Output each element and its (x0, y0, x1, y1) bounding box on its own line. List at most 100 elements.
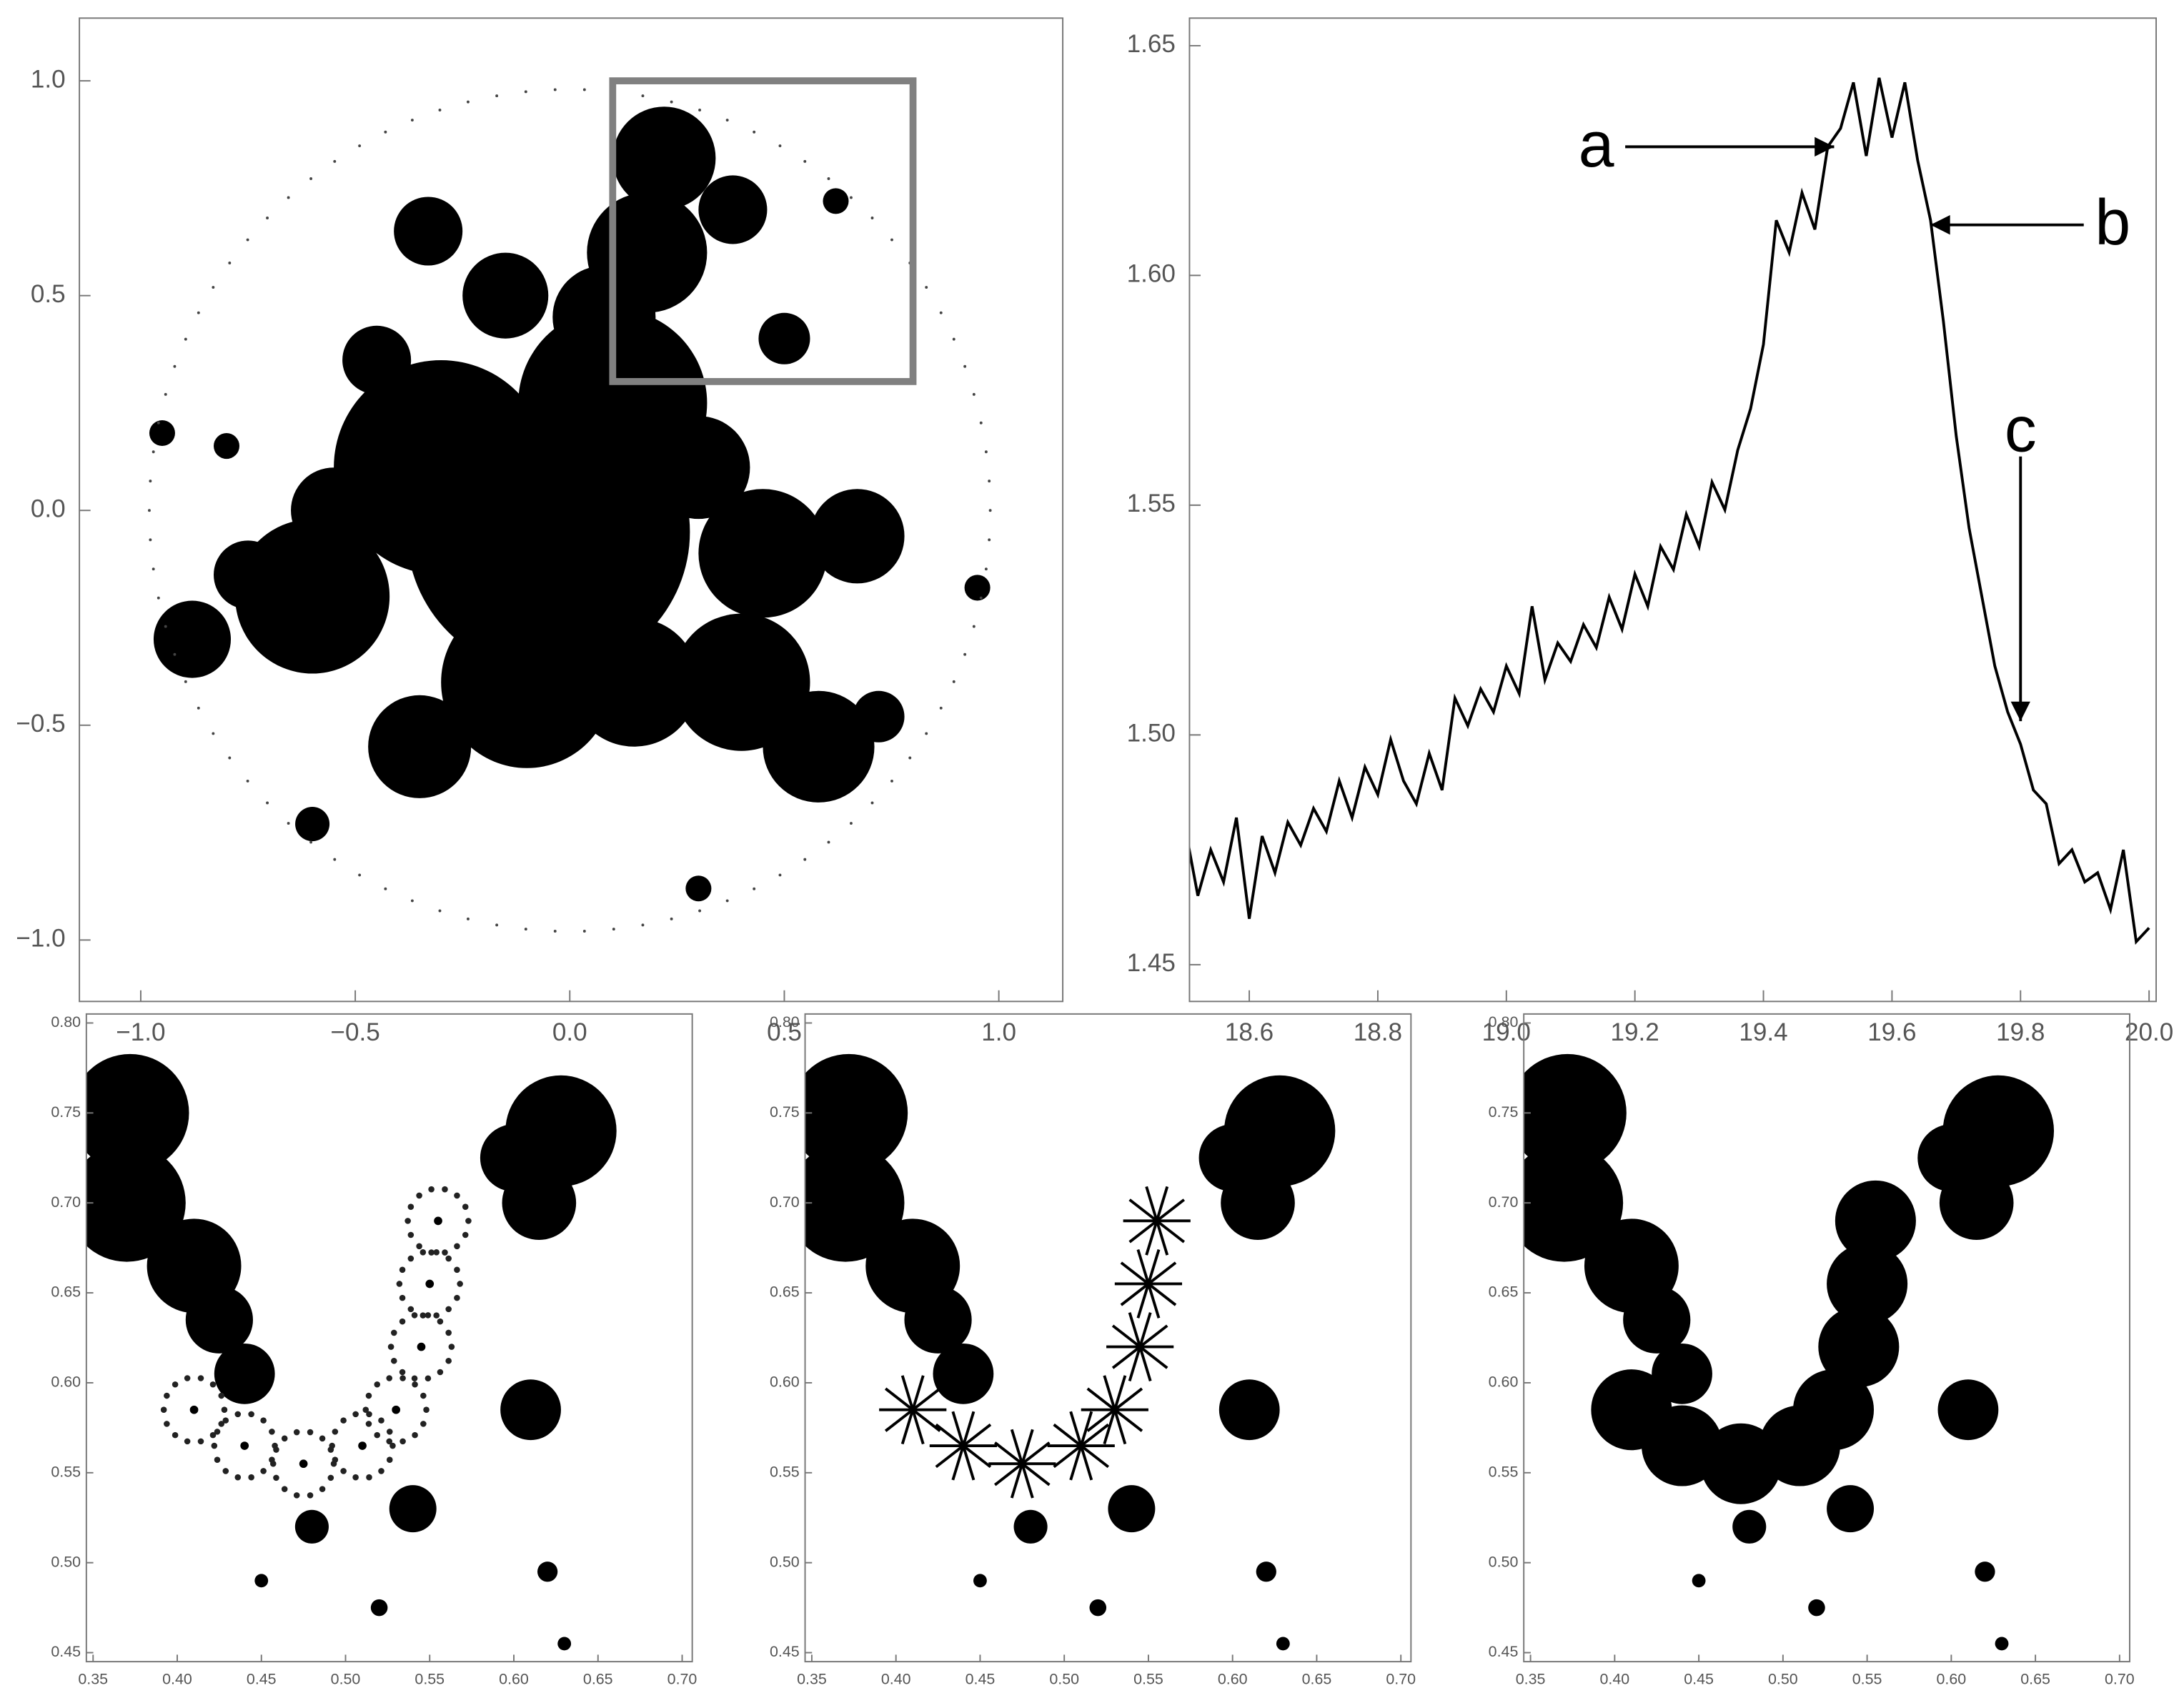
x-tick-label: 0.40 (881, 1670, 911, 1687)
fractal-blob (394, 197, 463, 266)
fractal-blob (214, 1343, 275, 1404)
fractal-dust (753, 887, 756, 890)
fractal-blob (964, 575, 991, 601)
fractal-dust (197, 1438, 204, 1445)
fractal-blob (291, 467, 377, 554)
fractal-dust (173, 364, 177, 368)
fractal-dust (246, 779, 249, 783)
fractal-dust (332, 1456, 339, 1463)
fractal-arm (962, 1411, 976, 1446)
fractal-blob (294, 1509, 329, 1544)
fractal-blob (1652, 1343, 1712, 1404)
fractal-dust (218, 1392, 225, 1399)
fractal-dust (582, 930, 586, 933)
fractal-dust (164, 625, 167, 628)
panel: 0.35 0.40 0.45 0.50 0.55 0.60 0.65 0.70 0.45 0.50… (1489, 1013, 2135, 1687)
fractal-blob (149, 420, 175, 447)
y-tick-label: 0.50 (51, 1553, 81, 1570)
fractal-dust (319, 1486, 326, 1492)
fractal-dust (218, 1421, 225, 1427)
fractal-dust (410, 899, 414, 903)
fractal-dust (952, 337, 955, 341)
fractal-dust (399, 1266, 406, 1274)
fractal-dust (399, 1438, 406, 1445)
fractal-dust (157, 421, 160, 424)
fractal-dust (445, 1329, 452, 1336)
fractal-dust (147, 509, 151, 512)
fractal-dust (184, 337, 187, 341)
fractal-dust (939, 706, 943, 710)
fractal-dust (850, 822, 853, 825)
panel: a b c 18.6 18.8 19.0 19.2 19.4 19.6 19.8 20.0 1.45 1… (1127, 17, 2173, 1046)
fractal-dust (266, 217, 269, 219)
fractal-dust (972, 392, 976, 396)
fractal-dust (412, 1381, 418, 1388)
fractal-dust (972, 625, 976, 628)
y-tick-label: 0.70 (1489, 1193, 1519, 1211)
fractal-dust (309, 840, 313, 844)
fractal-dust (287, 822, 290, 825)
fractal-arm (1128, 1346, 1142, 1382)
y-tick-label: 0.45 (51, 1643, 81, 1660)
y-tick-label: 0.55 (770, 1463, 800, 1480)
fractal-dust (173, 652, 177, 656)
fractal-blob (480, 1124, 548, 1192)
fractal-dust (465, 1218, 472, 1224)
y-tick-label: 0.70 (770, 1193, 800, 1211)
fractal-dust (307, 1492, 314, 1499)
fractal-dust (386, 1438, 393, 1445)
frame (1523, 1013, 2130, 1663)
frame (85, 1013, 693, 1663)
fractal-dust (366, 1474, 372, 1481)
fractal-arm (1069, 1411, 1083, 1446)
fractal-dust (366, 1411, 372, 1418)
fractal-arm (1086, 1387, 1116, 1411)
y-tick-label: 0.75 (1489, 1103, 1519, 1121)
fractal-dust (391, 1329, 397, 1336)
fractal-blob (805, 1053, 908, 1172)
fractal-blob (417, 1342, 426, 1351)
fractal-dust (448, 1344, 455, 1350)
fractal-blob (1732, 1509, 1767, 1544)
x-tick-label: 0.40 (1600, 1670, 1630, 1687)
fractal-blob (425, 1279, 435, 1289)
fractal-arm (884, 1387, 914, 1411)
fractal-dust (399, 1369, 406, 1376)
y-tick-label: −1.0 (16, 925, 65, 953)
fractal-dust (157, 596, 160, 600)
fractal-arm (911, 1375, 925, 1411)
fractal-dust (391, 1357, 397, 1364)
fractal-blob (557, 1637, 572, 1651)
fractal-arm (1111, 1346, 1141, 1369)
fractal-dust (222, 1468, 229, 1474)
fractal-dust (365, 1392, 372, 1399)
fractal-dust (670, 100, 673, 104)
fractal-dust (467, 100, 470, 104)
fractal-dust (384, 130, 387, 134)
y-tick-label: 0.75 (770, 1103, 800, 1121)
fractal-blob (853, 690, 905, 743)
x-tick-label: 0.70 (1386, 1670, 1416, 1687)
fractal-dust (273, 1446, 279, 1453)
x-tick-label: 0.35 (1516, 1670, 1546, 1687)
y-tick-label: 0.50 (770, 1553, 800, 1570)
fractal-dust (641, 923, 645, 927)
fractal-blob (254, 1574, 269, 1588)
y-tick-label: 1.65 (1127, 30, 1176, 58)
fractal-dust (778, 873, 782, 877)
fractal-dust (984, 567, 988, 571)
fractal-blob (685, 875, 712, 902)
fractal-dust (416, 1192, 422, 1199)
y-tick-label: 0.75 (51, 1103, 81, 1121)
fractal-dust (457, 1281, 463, 1287)
fractal-dust (428, 1186, 435, 1193)
fractal-arm (1155, 1186, 1169, 1221)
fractal-blob (1276, 1637, 1290, 1651)
fractal-dust (234, 1411, 242, 1418)
fractal-dust (378, 1417, 384, 1424)
y-tick-label: 0.45 (1489, 1643, 1519, 1660)
fractal-blob (358, 1441, 367, 1450)
fractal-arm (1079, 1411, 1093, 1446)
x-tick-label: 0.50 (1049, 1670, 1079, 1687)
fractal-arm (884, 1409, 914, 1432)
